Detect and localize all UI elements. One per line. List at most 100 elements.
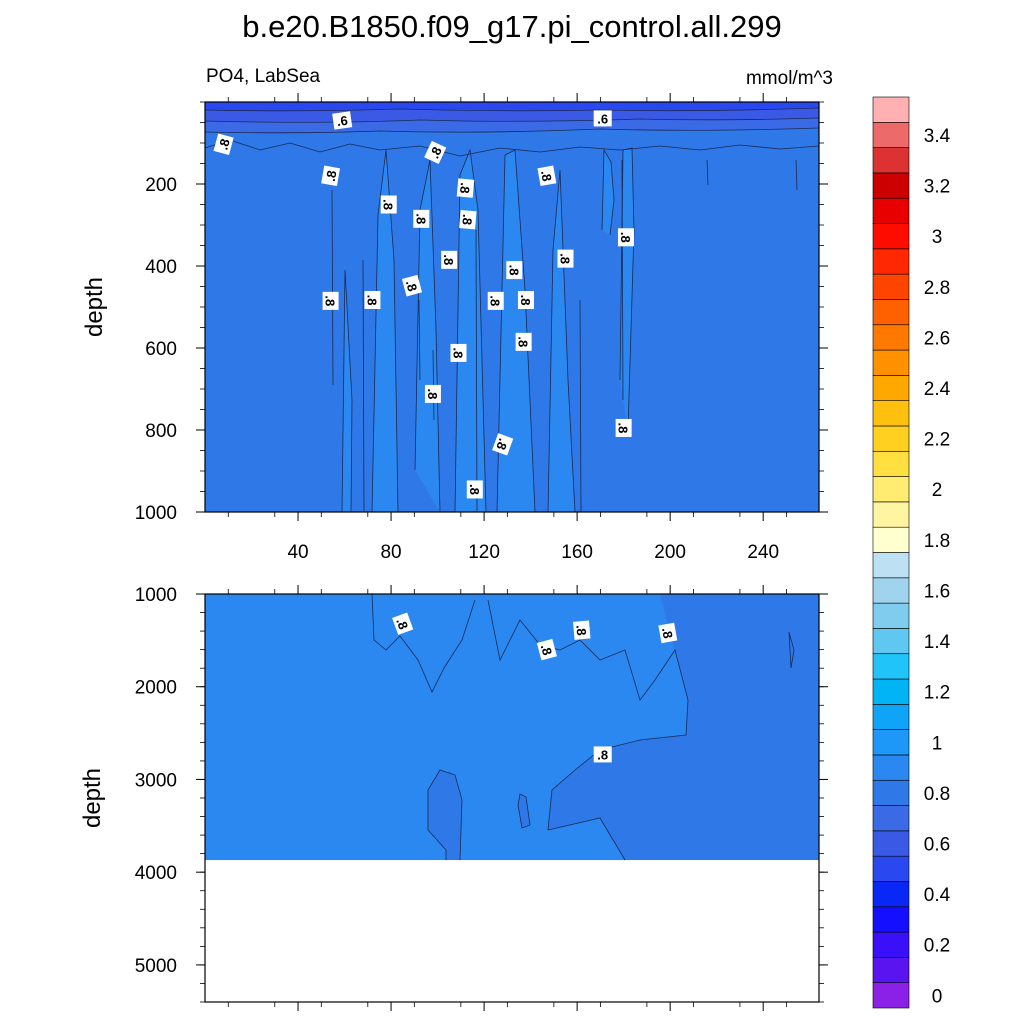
contour-label-text: .8 xyxy=(506,265,521,276)
colorbar-box xyxy=(872,450,910,477)
contour-label-box xyxy=(492,433,514,456)
contour-label-0-8: .8 xyxy=(413,209,430,228)
colorbar-box xyxy=(872,957,910,983)
upper-axis-ticks: 200 400 600 800 1000 40 80 120 160 200 240 xyxy=(135,93,828,563)
lower-right-dark-region xyxy=(548,594,819,861)
contour-label-text: .8 xyxy=(573,624,589,636)
contour-label-0-11: .8 xyxy=(441,250,458,269)
colorbar-label: 3.4 xyxy=(924,126,951,147)
contour-label-box xyxy=(321,165,341,187)
contour-label-0-21: .8 xyxy=(424,384,441,403)
contour-label-box xyxy=(573,620,591,640)
colorbar-label: 3.2 xyxy=(924,177,950,198)
thin-contour-line-1 xyxy=(362,259,365,513)
chart-title: b.e20.B1850.f09_g17.pi_control.all.299 xyxy=(242,9,782,44)
colorbar-box xyxy=(872,122,910,148)
y-tick-label: 400 xyxy=(145,257,177,278)
y-tick-label: 1000 xyxy=(135,585,177,606)
contour-label-0-0: .6 xyxy=(332,111,353,130)
tongue-contour-line-6 xyxy=(601,148,615,236)
contour-label-0-19: .8 xyxy=(515,332,532,351)
y-tick-label: 1000 xyxy=(135,503,177,524)
colorbar-label: 2.2 xyxy=(924,430,950,451)
x-tick-label: 200 xyxy=(654,542,686,563)
contour-label-box xyxy=(441,250,458,269)
contour-label-text: .8 xyxy=(659,626,676,639)
contour-label-text: .8 xyxy=(441,254,456,265)
colorbar-box xyxy=(872,906,910,933)
colorbar-label: 2.4 xyxy=(924,379,951,400)
y-tick-label: 600 xyxy=(145,339,177,360)
contour-label-0-5: .8 xyxy=(537,165,557,187)
surface-contour-line-2 xyxy=(204,127,820,134)
contour-label-text: .8 xyxy=(457,182,473,194)
colorbar-box xyxy=(872,552,910,579)
surface-contour-line-0 xyxy=(204,107,820,112)
colorbar-box xyxy=(872,147,910,174)
x-tick-label: 40 xyxy=(287,542,308,563)
colorbar-box xyxy=(872,931,910,958)
y-tick-label: 3000 xyxy=(135,770,177,791)
lower-depth-section-panel: .8 .8 .8 .8 .8 1000 2000 3000 4000 5000 depth xyxy=(79,585,828,1011)
light-water-tongue-5 xyxy=(548,170,575,512)
contour-label-0-22: .8 xyxy=(615,418,632,437)
x-tick-label: 160 xyxy=(561,542,593,563)
contour-label-box xyxy=(413,209,430,228)
colorbar-label: 2.6 xyxy=(924,328,950,349)
contour-label-box xyxy=(487,291,504,310)
contour-label-text: .8 xyxy=(451,347,466,358)
thin-contour-line-6 xyxy=(621,159,624,401)
colorbar-box xyxy=(872,653,910,680)
contour-label-1-4: .8 xyxy=(593,746,612,763)
contour-label-box xyxy=(557,249,574,268)
contour-label-text: .8 xyxy=(493,437,511,452)
light-water-tongue-6 xyxy=(602,150,614,235)
y-tick-label: 800 xyxy=(145,421,177,442)
light-water-tongue-3 xyxy=(455,150,486,512)
contour-label-text: .8 xyxy=(381,199,396,210)
contour-label-0-23: .8 xyxy=(492,433,514,456)
tongue-contour-line-0 xyxy=(341,269,353,513)
colorbar-box xyxy=(872,197,910,224)
colorbar-box xyxy=(872,779,910,806)
colorbar-label: 0.4 xyxy=(924,885,951,906)
contour-label-0-6: .8 xyxy=(456,178,475,198)
colorbar-box xyxy=(872,830,910,857)
light-water-tongue-7 xyxy=(620,148,634,430)
upper-depth-section-panel: .6 .6 .8 .8 .8 .8 .8 .8 .8 .8 .8 .8 .8 .8 .8 .8 .8 .8 .8 .8… xyxy=(81,93,828,563)
contour-label-text: .8 xyxy=(403,279,420,293)
tongue-contour-line-3 xyxy=(454,148,487,513)
thin-contour-line-5 xyxy=(579,299,582,513)
lower-contour-line-3 xyxy=(517,793,531,829)
colorbar-label: 0.8 xyxy=(924,784,950,805)
contour-label-box xyxy=(536,638,557,661)
contour-label-box xyxy=(617,228,634,247)
colorbar-box xyxy=(872,577,910,604)
colorbar: 0 0.2 0.4 0.6 0.8 1 1.2 1.4 1.6 1.8 2 2.2 2.4 2.6 2.8 3… xyxy=(872,96,951,1009)
contour-label-box xyxy=(380,195,397,214)
thin-contour-line-7 xyxy=(706,159,709,186)
colorbar-label: 1.6 xyxy=(924,581,950,602)
seafloor-blank-region xyxy=(205,860,819,1002)
colorbar-label: 2.8 xyxy=(924,278,950,299)
contour-label-text: .8 xyxy=(518,295,533,306)
light-water-tongue-1 xyxy=(372,150,398,512)
colorbar-label: 1.2 xyxy=(924,683,950,704)
contour-label-0-4: .8 xyxy=(321,165,341,187)
colorbar-box xyxy=(872,501,910,528)
contour-label-text: .8 xyxy=(323,295,338,306)
y-tick-label: 200 xyxy=(145,175,177,196)
contour-label-0-12: .8 xyxy=(557,249,574,268)
contour-label-box xyxy=(658,622,678,644)
contour-label-box xyxy=(450,343,467,362)
contour-label-text: .6 xyxy=(336,113,349,129)
contour-label-box xyxy=(364,291,381,310)
contour-label-0-18: .8 xyxy=(517,291,534,310)
contour-label-text: .8 xyxy=(413,213,428,224)
contour-label-text: .8 xyxy=(616,423,631,434)
thin-contour-line-2 xyxy=(418,299,421,381)
contour-label-0-15: .8 xyxy=(322,291,339,310)
colorbar-box xyxy=(872,729,910,756)
colorbar-box xyxy=(872,982,910,1009)
contour-label-text: .8 xyxy=(597,747,608,762)
